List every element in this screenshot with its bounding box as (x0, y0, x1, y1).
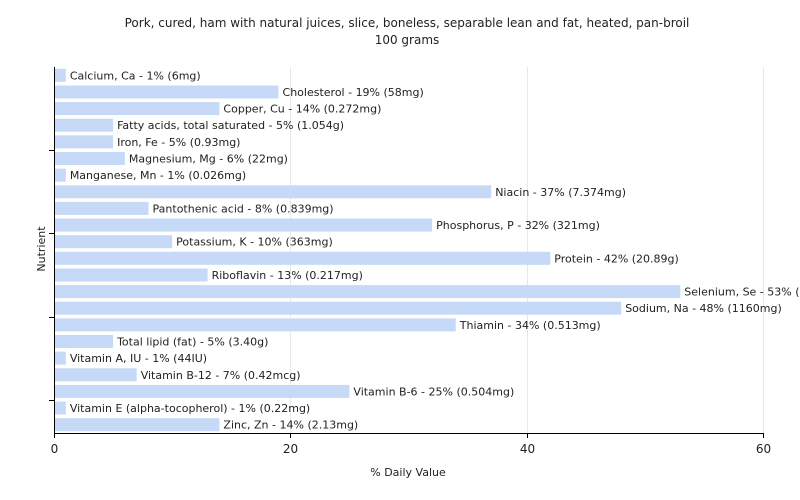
bar-label: Pantothenic acid - 8% (0.839mg) (153, 202, 334, 215)
chart-title: Pork, cured, ham with natural juices, sl… (125, 16, 690, 30)
bar (55, 351, 66, 365)
bar-label: Protein - 42% (20.89g) (554, 252, 679, 265)
axes: 0 20 40 60 (49, 67, 771, 456)
bar-label: Vitamin E (alpha-tocopherol) - 1% (0.22m… (70, 402, 310, 415)
bar-label: Potassium, K - 10% (363mg) (176, 236, 333, 249)
bar (55, 318, 456, 332)
bar (55, 285, 681, 299)
bar-label: Zinc, Zn - 14% (2.13mg) (223, 419, 358, 432)
bar (55, 401, 66, 415)
bar (55, 384, 350, 398)
bar (55, 168, 66, 182)
bar-label: Vitamin B-6 - 25% (0.504mg) (353, 385, 514, 398)
bar (55, 68, 66, 82)
bar-label: Calcium, Ca - 1% (6mg) (70, 69, 201, 82)
bar-label: Phosphorus, P - 32% (321mg) (436, 219, 600, 232)
x-tick-label: 60 (756, 442, 771, 456)
x-tick-label: 0 (51, 442, 59, 456)
x-tick-label: 20 (283, 442, 298, 456)
bar (55, 118, 114, 132)
bar-label: Sodium, Na - 48% (1160mg) (625, 302, 782, 315)
x-axis-label: % Daily Value (370, 466, 446, 479)
bars: Calcium, Ca - 1% (6mg) Cholesterol - 19% … (55, 68, 800, 432)
bar-label: Total lipid (fat) - 5% (3.40g) (116, 336, 268, 349)
bar-label: Vitamin B-12 - 7% (0.42mcg) (141, 369, 301, 382)
bar (55, 185, 492, 199)
x-tick-label: 40 (520, 442, 535, 456)
bar (55, 85, 279, 99)
bar-label: Fatty acids, total saturated - 5% (1.054… (117, 119, 344, 132)
bar (55, 152, 125, 165)
bar-label: Cholesterol - 19% (58mg) (283, 86, 424, 99)
bar-label: Manganese, Mn - 1% (0.026mg) (70, 169, 246, 182)
bar-label: Niacin - 37% (7.374mg) (495, 186, 626, 199)
bar (55, 418, 220, 432)
y-axis-label: Nutrient (35, 226, 48, 272)
bar-label: Thiamin - 34% (0.513mg) (459, 319, 601, 332)
bar-label: Iron, Fe - 5% (0.93mg) (117, 136, 240, 149)
chart-subtitle: 100 grams (375, 33, 440, 47)
bar (55, 102, 220, 116)
bar (55, 335, 114, 348)
bar (55, 201, 149, 215)
bar (55, 235, 173, 249)
bar (55, 135, 114, 149)
bar (55, 268, 208, 282)
grid-lines (290, 67, 764, 433)
bar (55, 251, 551, 265)
bar-label: Magnesium, Mg - 6% (22mg) (129, 153, 288, 166)
bar-label: Selenium, Se - 53% (36.9mcg) (684, 286, 800, 299)
bar-label: Vitamin A, IU - 1% (44IU) (70, 352, 207, 365)
bar (55, 301, 622, 315)
bar (55, 368, 137, 382)
bar-label: Copper, Cu - 14% (0.272mg) (223, 103, 381, 116)
bar-label: Riboflavin - 13% (0.217mg) (212, 269, 363, 282)
bar (55, 218, 433, 232)
